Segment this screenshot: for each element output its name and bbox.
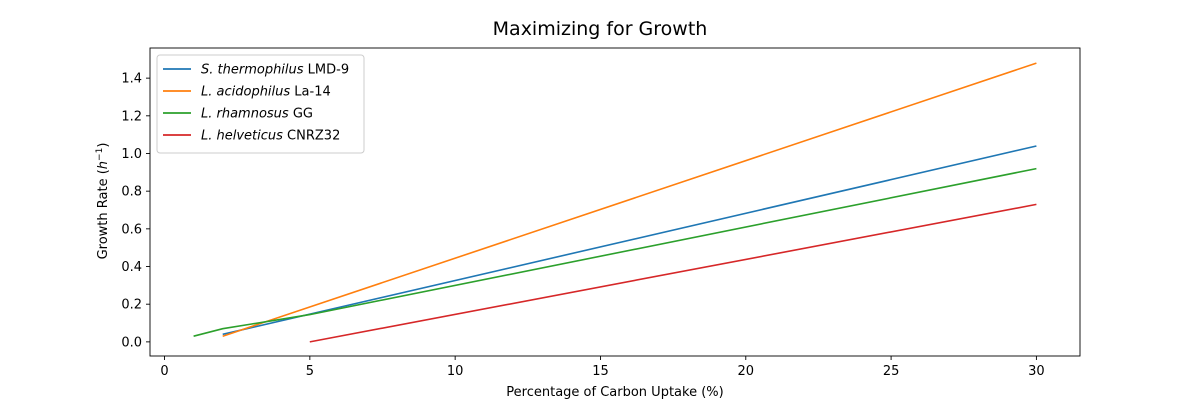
legend-label-0: S. thermophilus LMD-9 <box>201 63 349 78</box>
x-tick-label: 0 <box>160 364 168 379</box>
y-tick-label: 0.2 <box>121 298 142 313</box>
legend-label-italic: L. helveticus <box>201 129 283 144</box>
legend-label-italic: L. acidophilus <box>201 85 290 100</box>
x-tick-label: 10 <box>447 364 464 379</box>
legend-label-italic: S. thermophilus <box>201 63 304 78</box>
y-axis-label: Growth Rate (h−1) <box>95 143 111 260</box>
y-tick-label: 0.8 <box>121 185 142 200</box>
y-axis-label-end: ) <box>96 143 111 148</box>
series-line-0 <box>222 145 1037 336</box>
y-tick-label: 0.0 <box>121 335 142 350</box>
legend-label-rest: LMD-9 <box>304 63 350 78</box>
y-axis-label-var: h <box>96 161 111 169</box>
series-line-1 <box>222 62 1037 337</box>
x-tick-label: 25 <box>883 364 900 379</box>
series-line-2 <box>193 167 1037 337</box>
legend-label-rest: La-14 <box>290 85 331 100</box>
x-tick-label: 5 <box>306 364 314 379</box>
plot-frame <box>149 47 1081 357</box>
y-tick-label: 0.6 <box>121 222 142 237</box>
chart-title: Maximizing for Growth <box>493 18 708 40</box>
legend-label-italic: L. rhamnosus <box>201 107 289 122</box>
series-lines <box>193 62 1037 343</box>
x-axis-ticks: 0 5 10 15 20 25 30 <box>160 356 1045 379</box>
y-tick-label: 1.2 <box>121 109 142 124</box>
legend-box <box>156 54 365 154</box>
y-axis-ticks: 0.0 0.2 0.4 0.6 0.8 1.0 1.2 1.4 <box>121 72 150 350</box>
y-tick-label: 1.4 <box>121 72 142 87</box>
y-tick-label: 0.4 <box>121 260 142 275</box>
legend-label-1: L. acidophilus La-14 <box>201 85 331 100</box>
legend: S. thermophilus LMD-9 L. acidophilus La-1… <box>156 54 365 154</box>
x-tick-label: 15 <box>592 364 609 379</box>
series-line-3 <box>309 203 1037 343</box>
x-tick-label: 30 <box>1028 364 1045 379</box>
x-axis-label: Percentage of Carbon Uptake (%) <box>506 385 723 400</box>
legend-label-rest: GG <box>289 107 313 122</box>
x-tick-label: 20 <box>738 364 755 379</box>
plot-area <box>149 47 1081 357</box>
y-axis-label-sup: −1 <box>95 148 105 161</box>
legend-label-2: L. rhamnosus GG <box>201 107 313 122</box>
y-tick-label: 1.0 <box>121 147 142 162</box>
y-axis-label-main: Growth Rate ( <box>96 169 111 259</box>
legend-label-rest: CNRZ32 <box>283 129 340 144</box>
legend-label-3: L. helveticus CNRZ32 <box>201 129 340 144</box>
